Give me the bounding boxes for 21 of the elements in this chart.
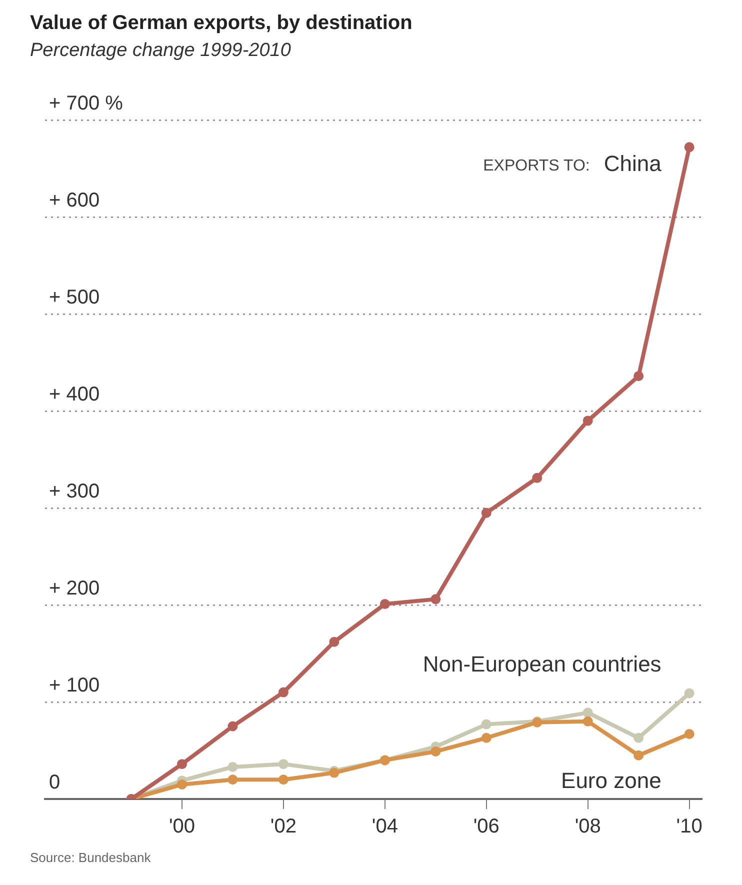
y-tick-label: + 300 (49, 480, 100, 503)
y-tick-label: + 500 (49, 286, 100, 309)
y-tick-label: 0 (49, 772, 60, 794)
x-tick-label: '00 (168, 816, 196, 838)
x-tick-label: '10 (676, 816, 702, 838)
source-note: Source: Bundesbank (30, 850, 151, 865)
y-tick-label: + 200 (49, 578, 100, 600)
chart-subtitle: Percentage change 1999-2010 (30, 40, 291, 62)
series-label: Non-European countries (422, 651, 662, 676)
y-tick-label: + 700 % (49, 92, 124, 115)
x-tick-label: '06 (473, 816, 500, 838)
y-tick-label: + 600 (49, 190, 100, 212)
series-label: Euro zone (561, 768, 662, 794)
y-tick-label: + 100 (49, 674, 100, 697)
chart-title: Value of German exports, by destination (30, 12, 412, 35)
annotation: EXPORTS TO: (483, 158, 590, 175)
x-tick-label: '04 (372, 816, 398, 838)
y-tick-label: + 400 (49, 384, 100, 406)
x-tick-label: '02 (270, 816, 296, 838)
series-label: China (604, 151, 662, 176)
x-tick-label: '08 (574, 816, 601, 838)
